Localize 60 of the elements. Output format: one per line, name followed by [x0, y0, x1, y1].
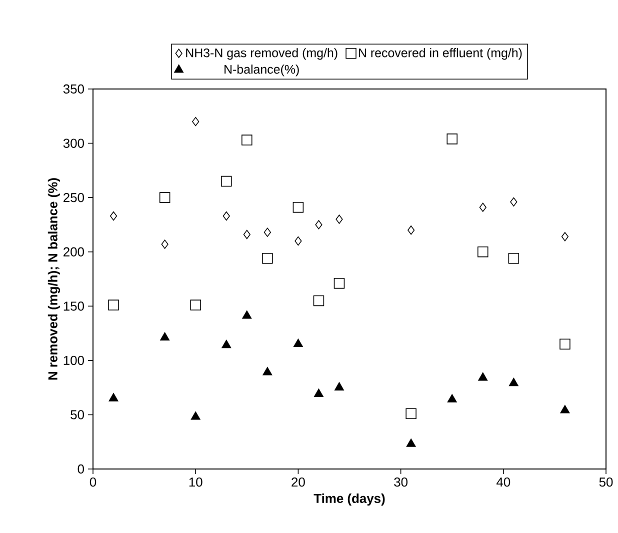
point	[406, 438, 416, 447]
point	[190, 412, 200, 420]
point	[108, 300, 119, 310]
point	[190, 300, 201, 310]
point	[222, 211, 230, 221]
point	[242, 310, 252, 319]
point	[160, 332, 170, 341]
point	[447, 394, 457, 402]
point	[242, 134, 252, 146]
point	[161, 240, 168, 249]
y-tick-label: 50	[70, 410, 84, 420]
point	[479, 202, 486, 212]
point	[243, 230, 250, 240]
point	[446, 134, 458, 144]
legend-label: NH3-N gas removed (mg/h)	[186, 48, 338, 60]
point	[108, 393, 118, 402]
point	[222, 340, 232, 348]
point	[294, 236, 302, 246]
point	[406, 408, 416, 420]
x-axis-title: Time (days)	[314, 494, 385, 506]
y-tick-label: 150	[64, 302, 84, 311]
point	[478, 372, 488, 381]
legend-label: N recovered in effluent (mg/h)	[359, 48, 522, 60]
y-axis-title: N removed (mg/h); N balance (%)	[48, 178, 60, 380]
point	[192, 116, 200, 126]
point	[560, 338, 570, 350]
x-tick-label: 20	[292, 478, 305, 487]
y-tick-label: 350	[63, 84, 84, 94]
point	[561, 232, 569, 242]
x-tick-label: 30	[394, 478, 408, 487]
point	[293, 338, 303, 348]
point	[262, 366, 272, 376]
point	[334, 278, 345, 289]
point	[560, 404, 570, 414]
point	[315, 220, 322, 230]
point	[292, 202, 304, 213]
y-tick-label: 250	[64, 192, 84, 202]
point	[221, 176, 232, 187]
point	[408, 226, 415, 235]
y-tick-label: 200	[64, 247, 84, 256]
x-tick-label: 10	[189, 478, 202, 487]
text: N-balance(%)	[224, 64, 299, 76]
point	[508, 252, 520, 264]
x-tick-label: 0	[90, 478, 96, 487]
point	[262, 252, 273, 264]
x-tick-label: 50	[599, 478, 613, 487]
y-tick-label: 0	[78, 464, 84, 474]
x-tick-label: 40	[496, 478, 510, 487]
point	[508, 378, 518, 386]
point	[336, 214, 343, 224]
point	[478, 246, 488, 258]
y-tick-label: 300	[63, 138, 84, 148]
point	[159, 192, 170, 203]
point	[313, 295, 324, 306]
point	[110, 211, 118, 221]
point	[314, 388, 324, 397]
point	[334, 382, 344, 390]
point	[510, 197, 518, 206]
y-tick-label: 100	[64, 356, 84, 366]
point	[264, 228, 271, 237]
